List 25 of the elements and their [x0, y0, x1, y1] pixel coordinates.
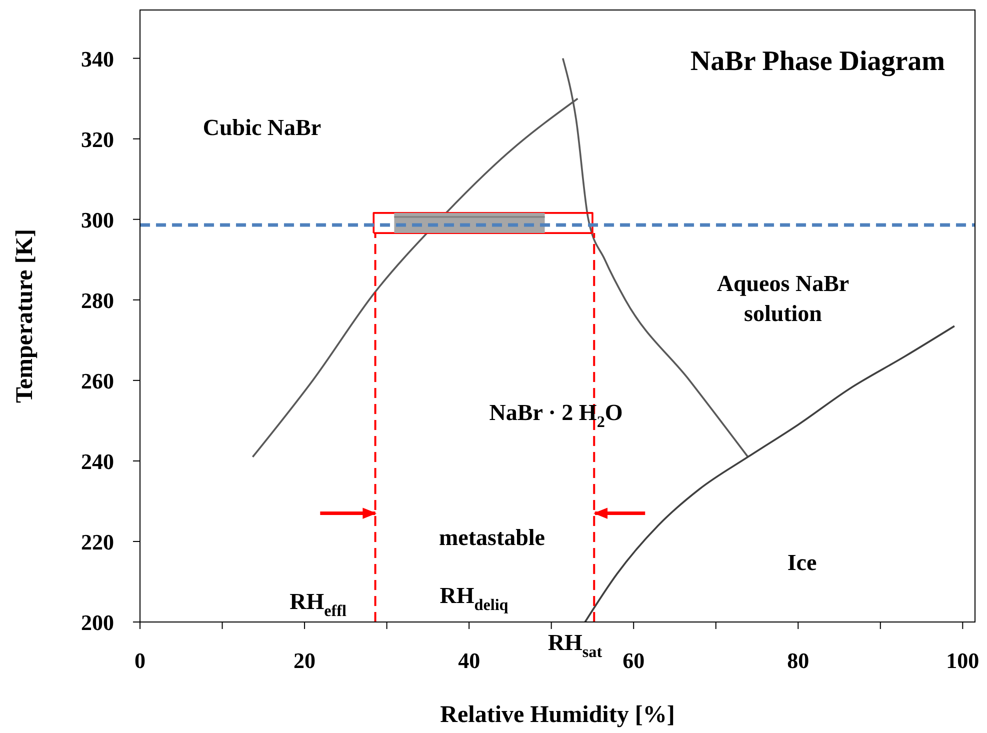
- x-tick-label: 20: [294, 648, 316, 673]
- annotation: RH$_{effl}$: [290, 589, 347, 620]
- y-tick-label: 300: [81, 207, 114, 232]
- y-tick-label: 240: [81, 448, 114, 474]
- y-tick-label: 280: [81, 288, 114, 313]
- y-tick-label: 340: [81, 46, 114, 72]
- x-axis-title: Relative Humidity [%]: [440, 702, 675, 728]
- x-tick-label: 40: [458, 648, 480, 673]
- text: NaBr Phase Diagram: [690, 46, 945, 77]
- annotation: NaBr · 2 H$_{2}$O: [489, 400, 623, 432]
- y-tick-label: 220: [81, 529, 114, 554]
- y-tick-label: 260: [81, 368, 114, 394]
- x-tick-label: 0: [134, 648, 146, 673]
- y-tick-label: 320: [81, 126, 114, 152]
- annotation: Ice: [787, 550, 817, 576]
- x-tick-label: 60: [622, 648, 645, 673]
- annotation: metastable: [438, 525, 546, 550]
- text: RH$_{sat}$: [548, 630, 603, 662]
- annotation: Cubic NaBr: [202, 115, 322, 140]
- x-tick-label: 100: [946, 648, 980, 673]
- y-axis-title: Temperature [K]: [12, 229, 38, 403]
- annotation: RH$_{deliq}$: [440, 583, 508, 614]
- x-tick-label: 80: [787, 648, 810, 673]
- annotation: Aqueos NaBr solution: [716, 271, 850, 326]
- y-tick-label: 200: [81, 610, 114, 635]
